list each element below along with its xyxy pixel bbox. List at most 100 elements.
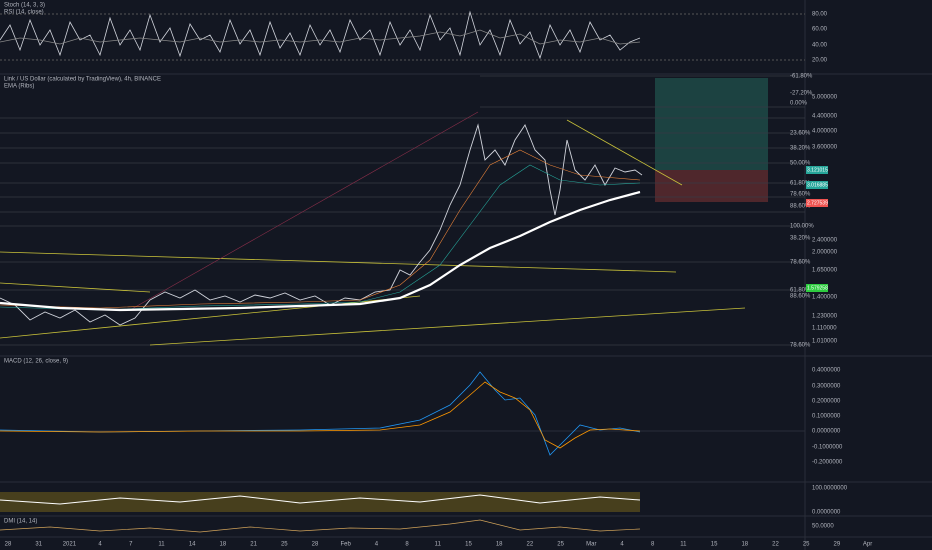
long-target-zone xyxy=(655,78,768,170)
date-label: 4 xyxy=(620,542,624,548)
price-tag-bg xyxy=(806,166,828,174)
fib-label: 0.00% xyxy=(790,101,808,107)
fib-label: 23.60% xyxy=(790,131,811,137)
axis-label: 0.0000000 xyxy=(812,510,841,516)
date-label: 4 xyxy=(375,542,379,548)
macd-line xyxy=(0,371,641,456)
trendline xyxy=(0,251,677,273)
axis-label: 2.000000 xyxy=(812,250,838,256)
rsi-line xyxy=(0,29,641,45)
price-tag-bg xyxy=(806,284,828,292)
date-label: 14 xyxy=(189,542,196,548)
date-label: 22 xyxy=(527,542,534,548)
axis-label: 1.110000 xyxy=(812,326,837,332)
date-label: 21 xyxy=(250,542,257,548)
axis-label: 0.2000000 xyxy=(812,399,841,405)
ema-ribbon xyxy=(0,149,641,309)
date-label: 11 xyxy=(680,542,687,548)
date-label: Feb xyxy=(341,542,352,548)
axis-label: 0.1000000 xyxy=(812,414,841,420)
dmi-line xyxy=(0,519,641,533)
date-label: 2021 xyxy=(63,542,77,548)
axis-label: 0.0000000 xyxy=(812,429,841,435)
fib-label: 38.20% xyxy=(790,146,811,152)
fib-levels xyxy=(0,75,805,346)
fib-label: 100.00% xyxy=(790,224,814,230)
panel-label: MACD (12, 26, close, 9) xyxy=(4,359,68,365)
axis-label: 100.0000000 xyxy=(812,486,848,492)
price-tag: 3.016885 xyxy=(807,182,828,188)
date-label: 18 xyxy=(220,542,227,548)
date-label: 22 xyxy=(772,542,779,548)
date-label: 15 xyxy=(465,542,472,548)
axis-label: 3.600000 xyxy=(812,145,838,151)
axis-label: 2.400000 xyxy=(812,238,838,244)
date-label: 15 xyxy=(711,542,718,548)
trendline xyxy=(0,295,421,339)
fib-label: 78.60% xyxy=(790,343,811,349)
date-label: 29 xyxy=(834,542,841,548)
axis-label: 1.650000 xyxy=(812,268,838,274)
axis-label: 20.00 xyxy=(812,58,828,64)
date-label: 8 xyxy=(405,542,409,548)
date-label: 11 xyxy=(435,542,442,548)
axis-label: 80.00 xyxy=(812,12,828,18)
fib-label: 61.80% xyxy=(790,181,811,187)
fib-label: 88.60% xyxy=(790,204,811,210)
axis-label: 60.00 xyxy=(812,27,828,33)
panel-label: Stoch (14, 3, 3) xyxy=(4,3,45,9)
fib-label: 88.60% xyxy=(790,294,811,300)
axis-label: 1.400000 xyxy=(812,295,838,301)
price-tag-bg xyxy=(806,181,828,189)
fib-label: 50.00% xyxy=(790,161,811,167)
oscillator-bars xyxy=(0,492,640,512)
axis-label: 0.4000000 xyxy=(812,368,841,374)
fib-label: -27.20% xyxy=(790,91,813,97)
date-label: 28 xyxy=(312,542,319,548)
date-label: 25 xyxy=(557,542,564,548)
date-label: 8 xyxy=(651,542,655,548)
trendline xyxy=(149,307,746,346)
date-label: 25 xyxy=(803,542,810,548)
axis-label: 1.010000 xyxy=(812,339,838,345)
fib-label: 61.80% xyxy=(790,288,811,294)
date-label: 25 xyxy=(281,542,288,548)
axis-label: 5.000000 xyxy=(812,95,838,101)
date-label: 18 xyxy=(496,542,503,548)
fib-label: 78.60% xyxy=(790,260,811,266)
trendline xyxy=(129,111,479,311)
ema-ribbon xyxy=(0,164,641,311)
panel-label: RSI (14, close) xyxy=(4,10,44,16)
date-label: 11 xyxy=(158,542,165,548)
fib-label: 78.60% xyxy=(790,192,811,198)
axis-label: 40.00 xyxy=(812,43,828,49)
axis-label: 1.230000 xyxy=(812,314,838,320)
date-label: Mar xyxy=(586,542,596,548)
date-label: 31 xyxy=(35,542,42,548)
panel-label: DMI (14, 14) xyxy=(4,519,37,525)
axis-label: 50.0000 xyxy=(812,524,834,530)
price-tag: 2.727539 xyxy=(807,200,828,206)
date-label: 18 xyxy=(741,542,748,548)
trendline xyxy=(0,282,151,293)
price-tag: 3.121015 xyxy=(807,167,828,173)
axis-label: 0.3000000 xyxy=(812,384,841,390)
trendline xyxy=(566,119,683,186)
fib-label: 38.20% xyxy=(790,236,811,242)
price-tag-bg xyxy=(806,199,828,207)
axis-label: -0.2000000 xyxy=(812,460,843,466)
axis-label: -0.1000000 xyxy=(812,445,843,451)
axis-label: 4.400000 xyxy=(812,114,838,120)
date-label: Apr xyxy=(863,542,872,548)
price-line xyxy=(0,123,643,326)
date-label: 4 xyxy=(98,542,102,548)
panel-label: EMA (Ribs) xyxy=(4,84,34,90)
price-tag: 1.579258 xyxy=(807,285,828,291)
date-label: 28 xyxy=(5,542,12,548)
ema-200 xyxy=(0,190,641,312)
signal-line xyxy=(0,381,641,449)
axis-label: 4.000000 xyxy=(812,129,838,135)
oscillator-line xyxy=(0,494,641,505)
